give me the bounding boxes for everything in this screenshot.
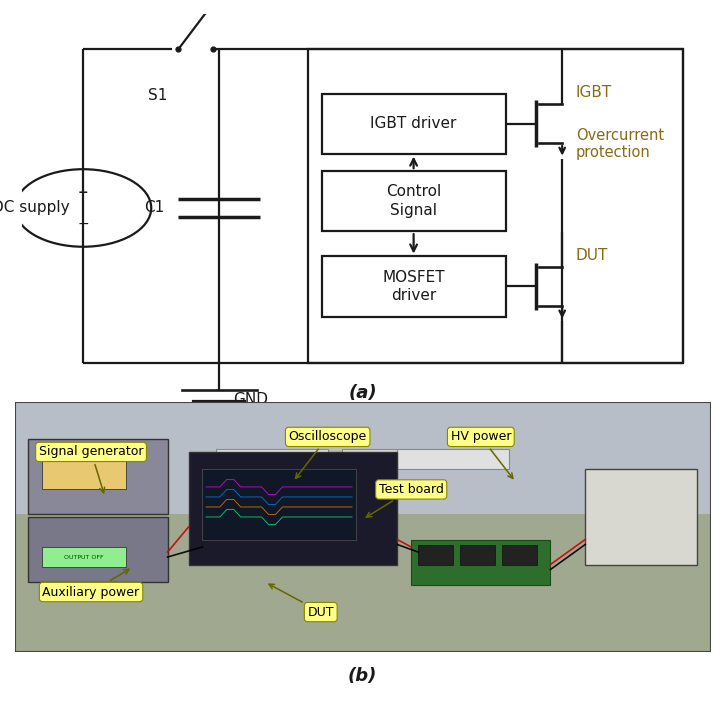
FancyBboxPatch shape xyxy=(14,515,710,652)
Text: Signal generator: Signal generator xyxy=(39,446,144,493)
FancyBboxPatch shape xyxy=(418,544,453,565)
Text: Auxiliary power: Auxiliary power xyxy=(43,570,140,599)
Text: HV power: HV power xyxy=(450,430,513,479)
Text: −: − xyxy=(78,216,89,231)
Text: DUT: DUT xyxy=(576,248,608,263)
FancyBboxPatch shape xyxy=(42,452,126,489)
Text: (b): (b) xyxy=(348,667,377,685)
FancyBboxPatch shape xyxy=(397,449,509,470)
Text: MOSFET
driver: MOSFET driver xyxy=(382,270,445,303)
FancyBboxPatch shape xyxy=(585,470,697,565)
Text: C1: C1 xyxy=(144,200,165,216)
FancyBboxPatch shape xyxy=(28,439,167,515)
Text: Overcurrent
protection: Overcurrent protection xyxy=(576,128,664,160)
FancyBboxPatch shape xyxy=(322,257,505,317)
Text: Control
Signal: Control Signal xyxy=(386,185,442,218)
Text: DUT: DUT xyxy=(269,584,334,618)
FancyBboxPatch shape xyxy=(216,449,328,470)
FancyBboxPatch shape xyxy=(188,452,397,565)
Text: Oscilloscope: Oscilloscope xyxy=(289,430,367,479)
FancyBboxPatch shape xyxy=(341,449,397,470)
FancyBboxPatch shape xyxy=(411,539,550,584)
FancyBboxPatch shape xyxy=(322,171,505,231)
Text: +: + xyxy=(78,186,88,199)
FancyBboxPatch shape xyxy=(14,402,710,515)
FancyBboxPatch shape xyxy=(322,94,505,154)
FancyBboxPatch shape xyxy=(28,517,167,582)
Text: IGBT driver: IGBT driver xyxy=(370,116,457,131)
Text: IGBT: IGBT xyxy=(576,85,612,100)
FancyBboxPatch shape xyxy=(502,544,536,565)
Text: (a): (a) xyxy=(348,384,377,402)
FancyBboxPatch shape xyxy=(202,470,355,539)
FancyBboxPatch shape xyxy=(42,547,126,567)
Text: OUTPUT OFF: OUTPUT OFF xyxy=(65,555,104,560)
Text: GND: GND xyxy=(233,392,268,407)
Text: DC supply: DC supply xyxy=(0,200,70,216)
Text: Test board: Test board xyxy=(366,483,444,517)
FancyBboxPatch shape xyxy=(460,544,494,565)
Text: S1: S1 xyxy=(149,87,167,103)
